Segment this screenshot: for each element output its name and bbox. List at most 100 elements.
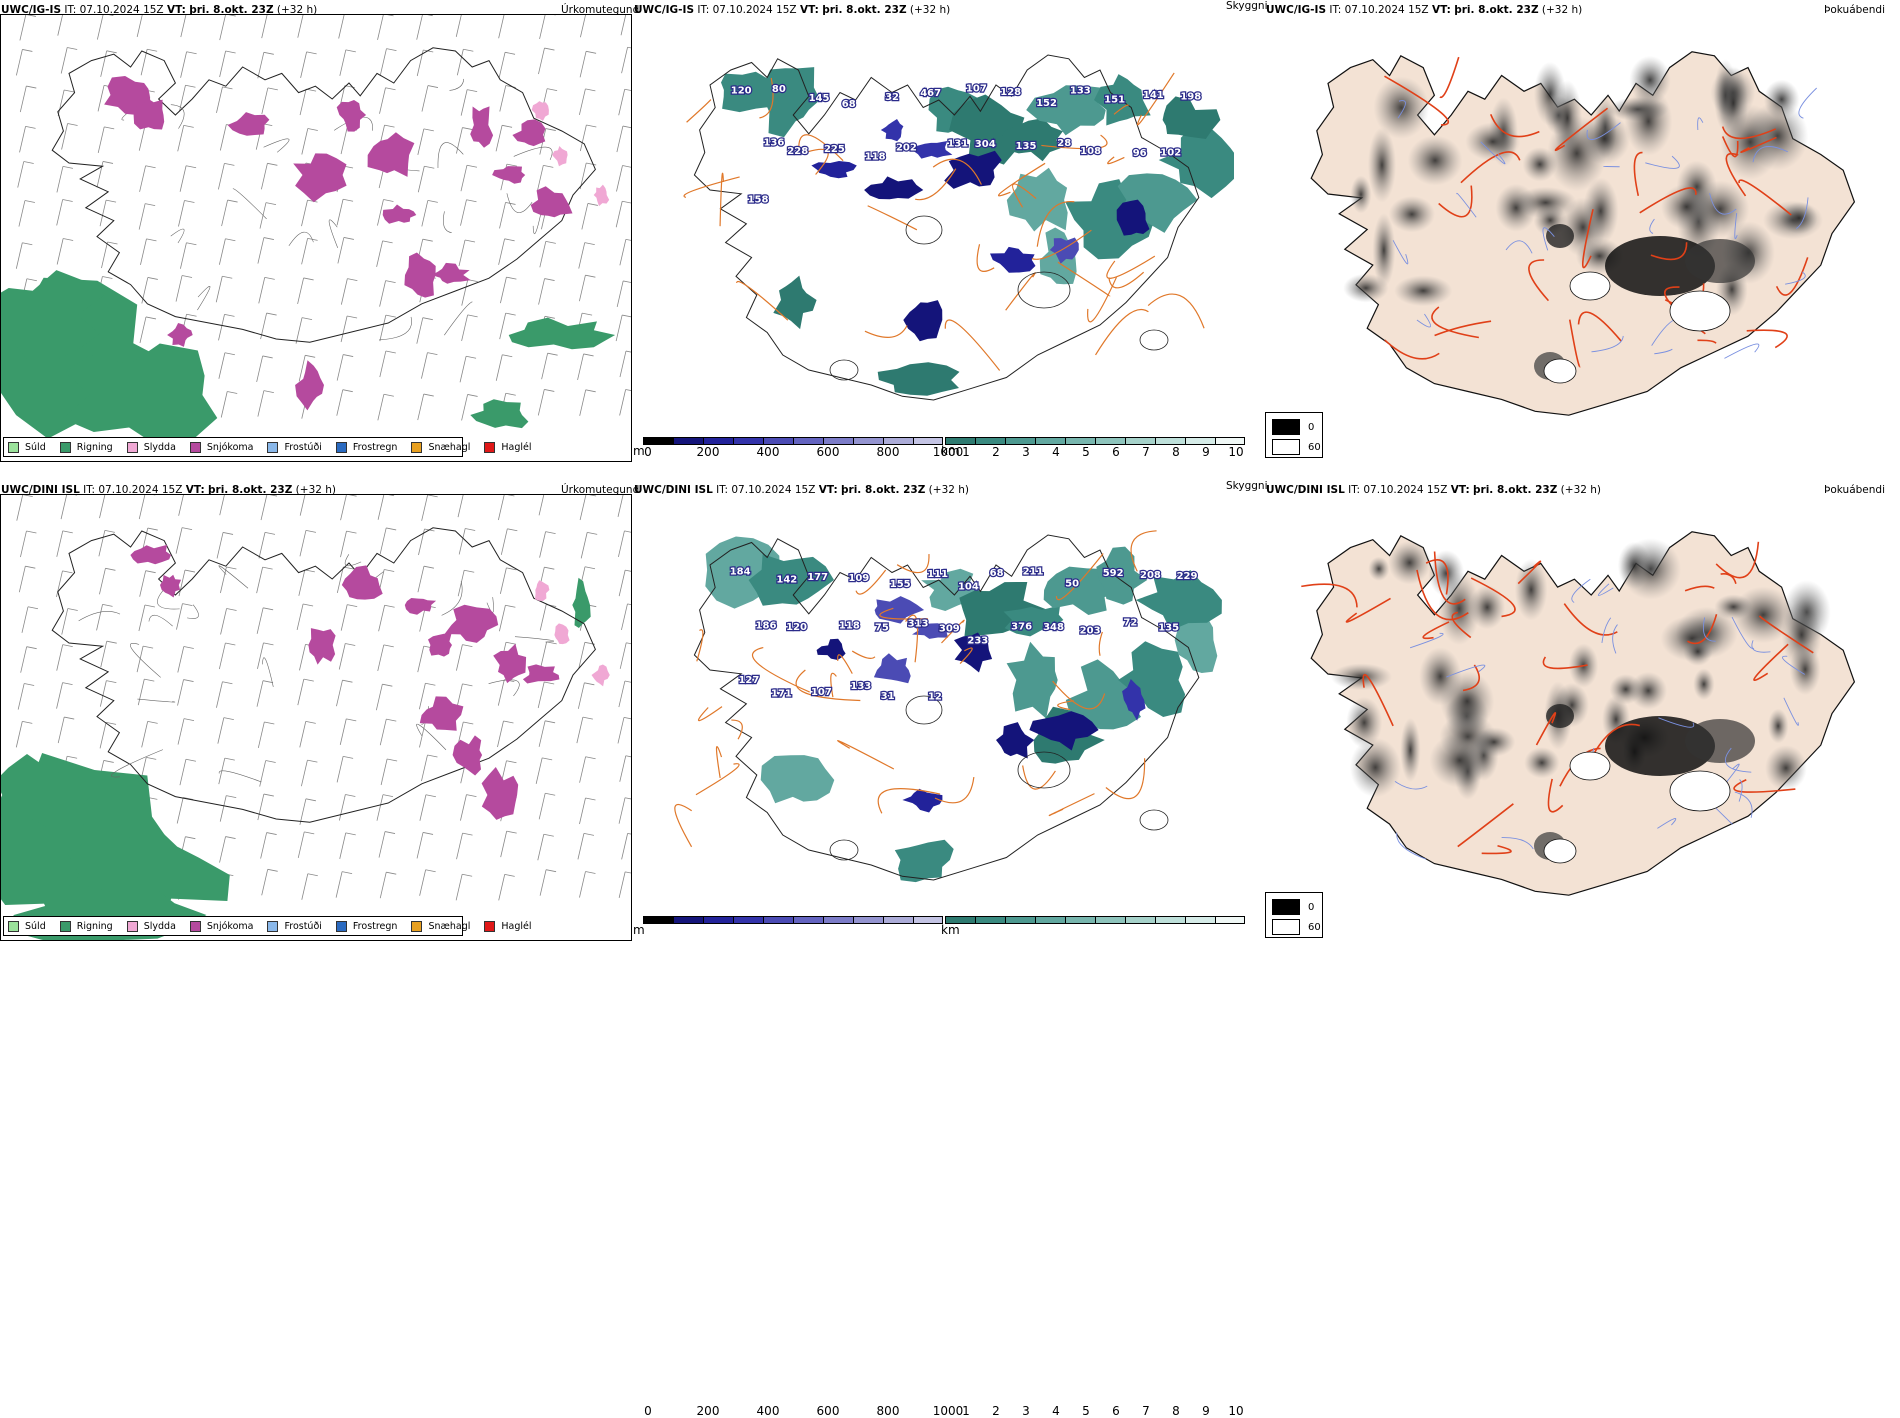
wind-barb-flag [467, 90, 477, 92]
wind-barb-flag [107, 51, 117, 53]
colorbar-tick: 6 [1112, 445, 1120, 459]
wind-barb [579, 89, 585, 115]
wind-barb-flag [548, 353, 558, 355]
wind-barb-flag [308, 874, 318, 876]
wind-barb-flag [105, 568, 115, 570]
wind-barb [58, 90, 64, 116]
wind-barb [579, 872, 585, 898]
wind-barb-flag [347, 279, 357, 281]
wind-barb-flag [543, 165, 553, 167]
snow-area [453, 735, 483, 775]
wind-barb-flag [586, 125, 596, 127]
wind-barb [462, 280, 468, 306]
title-vis-2: UWC/DINI ISL IT: 07.10.2024 15Z VT: þri.… [634, 484, 969, 496]
legend-item: Frostúði [267, 921, 321, 932]
fog-map-2 [1290, 516, 1870, 916]
fog-patch [1768, 709, 1789, 744]
legend-label: Frostregn [353, 442, 398, 453]
glacier-outline [830, 360, 858, 380]
road-line [1148, 294, 1204, 328]
wind-barb-flag [507, 164, 517, 166]
wind-barb [340, 531, 346, 557]
cloud-base-label: 142 [776, 574, 797, 585]
wind-barb-flag [384, 645, 394, 647]
wind-barb-flag [146, 166, 156, 168]
wind-barb [341, 605, 347, 631]
colorbar-tick: 1000 [933, 1404, 964, 1418]
wind-barb-flag [623, 126, 631, 128]
wind-barb [577, 717, 583, 743]
colorbar-cell [1065, 916, 1095, 924]
wind-barb-flag [103, 604, 113, 606]
wind-barb [219, 239, 225, 265]
wind-barb-flag [308, 128, 318, 130]
road-line [379, 317, 411, 340]
wind-barb-flag [544, 682, 554, 684]
wind-barb-flag [344, 237, 354, 239]
wind-barb-flag [505, 239, 515, 241]
wind-barb-flag [467, 165, 477, 167]
wind-barb-flag [424, 566, 434, 568]
wind-barb [616, 315, 622, 341]
wind-barb [619, 89, 625, 115]
fog-patch [1629, 672, 1667, 710]
wind-barb [496, 355, 502, 381]
wind-barb-flag [186, 243, 196, 245]
vis-unit-1: km [941, 444, 960, 458]
road-line [1131, 531, 1156, 572]
wind-barb-flag [588, 203, 598, 205]
legend-item: Snjókoma [190, 442, 254, 453]
colorbar-tick: 2 [992, 1404, 1000, 1418]
legend-item: Súld [8, 921, 46, 932]
wind-barb [539, 721, 545, 747]
cloud-base-label: 155 [890, 579, 911, 590]
wind-barb-flag [22, 243, 32, 245]
wind-barb-flag [64, 717, 74, 719]
cloud-base-label: 68 [990, 568, 1004, 579]
snow-area [492, 166, 525, 184]
wind-barb [620, 239, 626, 265]
glacier-outline [906, 216, 942, 244]
cloud-base-label: 109 [848, 573, 869, 584]
wind-barb [422, 200, 428, 226]
wind-barb-flag [427, 755, 437, 757]
snow-area [445, 605, 499, 643]
wind-barb-flag [426, 870, 436, 872]
legend-label: Snjókoma [207, 921, 254, 932]
wind-barb [540, 870, 546, 896]
wind-barb [61, 48, 67, 74]
wind-barb-flag [227, 392, 237, 394]
road-line [149, 615, 173, 626]
colorbar-tick: 1 [962, 1404, 970, 1418]
wind-barb-flag [465, 240, 475, 242]
wind-barb [580, 15, 586, 37]
snow-area [512, 119, 545, 146]
wind-barb [500, 313, 506, 339]
fog-patch [1764, 80, 1800, 120]
legend-label: Frostregn [353, 921, 398, 932]
colorbar-cell [1065, 437, 1095, 445]
legend-item: Súld [8, 442, 46, 453]
wind-barb-flag [423, 832, 433, 834]
wind-barb [340, 833, 346, 859]
wind-barb [380, 281, 386, 307]
legend-swatch [411, 921, 422, 932]
colorbar-tick: 7 [1142, 445, 1150, 459]
wind-barb [101, 641, 107, 667]
cloud-base-label: 141 [1143, 90, 1164, 101]
ceiling-colorbar-1 [643, 437, 943, 445]
wind-barb [299, 644, 305, 670]
wind-barb-flag [107, 641, 117, 643]
wind-barb-flag [306, 799, 316, 801]
cloud-base-label: 127 [738, 675, 759, 686]
wind-barb [579, 275, 585, 301]
wind-barb [221, 609, 227, 635]
road-line [868, 206, 917, 230]
legend-label: Súld [25, 442, 46, 453]
wind-barb-flag [342, 872, 352, 874]
legend-item: Haglél [484, 442, 531, 453]
legend-swatch [267, 921, 278, 932]
wind-barb [341, 128, 347, 154]
cloud-base-label: 28 [1057, 138, 1071, 149]
